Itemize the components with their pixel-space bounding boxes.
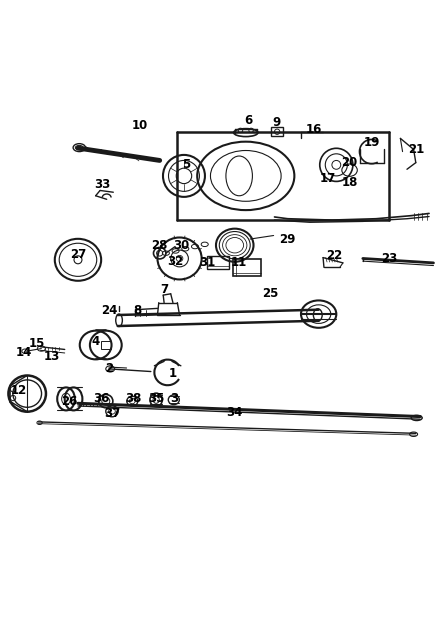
- Text: 16: 16: [306, 123, 323, 136]
- Text: 12: 12: [11, 384, 27, 398]
- Text: 8: 8: [133, 304, 142, 317]
- Text: 29: 29: [280, 232, 296, 246]
- Text: 33: 33: [94, 178, 110, 192]
- Text: 35: 35: [148, 391, 164, 404]
- Text: 10: 10: [132, 118, 148, 132]
- Text: 4: 4: [92, 335, 100, 348]
- Bar: [233, 260, 261, 276]
- Text: 38: 38: [125, 392, 141, 406]
- Text: 13: 13: [43, 350, 60, 364]
- Bar: [271, 127, 284, 136]
- Text: 32: 32: [167, 255, 183, 268]
- Bar: [207, 256, 229, 268]
- Text: 5: 5: [182, 158, 190, 171]
- Text: 2: 2: [105, 362, 113, 375]
- Text: 23: 23: [381, 252, 397, 265]
- Text: 30: 30: [174, 239, 190, 252]
- Text: 22: 22: [326, 249, 342, 262]
- Text: 26: 26: [61, 394, 78, 408]
- Bar: [101, 341, 111, 350]
- Text: 11: 11: [231, 256, 247, 270]
- Text: 7: 7: [160, 283, 168, 296]
- Text: 17: 17: [319, 173, 336, 185]
- Text: 15: 15: [29, 337, 45, 350]
- Text: 3: 3: [170, 391, 178, 404]
- Text: 6: 6: [244, 114, 252, 127]
- Text: 37: 37: [104, 406, 120, 420]
- Text: 19: 19: [363, 136, 380, 149]
- Text: 14: 14: [16, 346, 32, 359]
- Text: 1: 1: [169, 367, 177, 380]
- Text: 36: 36: [93, 392, 109, 406]
- Text: 27: 27: [70, 248, 86, 261]
- Text: 28: 28: [152, 239, 168, 252]
- Text: 20: 20: [342, 156, 358, 169]
- Text: 34: 34: [226, 406, 243, 419]
- Text: 31: 31: [199, 256, 215, 270]
- Text: 25: 25: [262, 287, 278, 301]
- Text: 24: 24: [101, 304, 117, 317]
- Text: 21: 21: [408, 143, 424, 156]
- Text: 9: 9: [272, 117, 281, 129]
- Text: 18: 18: [342, 176, 358, 189]
